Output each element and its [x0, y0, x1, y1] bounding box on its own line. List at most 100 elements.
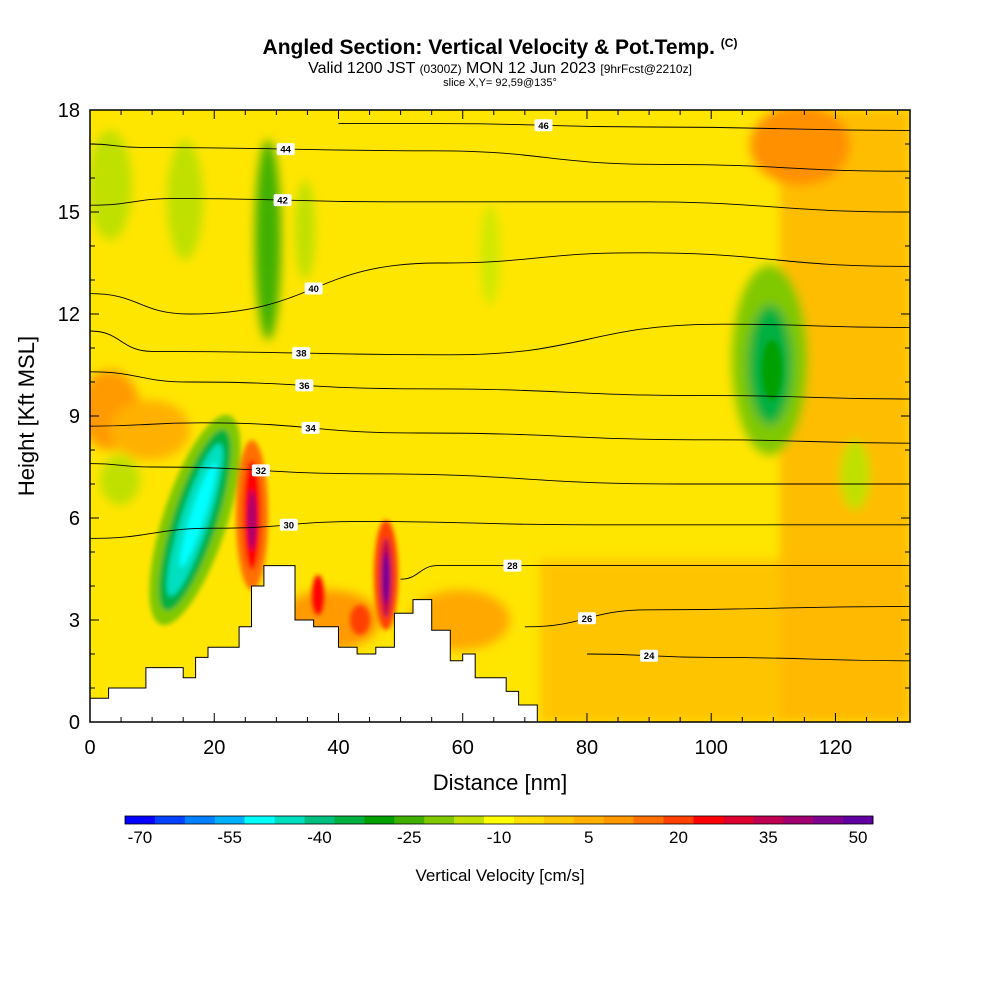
- colorbar-swatch: [513, 816, 545, 824]
- x-tick-label: 40: [327, 737, 349, 759]
- theta-contours: 24 26 28 30 32 34 36 38 40 42 44 46: [90, 119, 910, 662]
- colorbar-swatch: [543, 816, 575, 824]
- contour-label-bg: [301, 421, 320, 434]
- contour-label: 42: [277, 196, 288, 207]
- x-axis-label: Distance [nm]: [433, 770, 568, 795]
- colorbar-swatch: [334, 816, 365, 824]
- colorbar-swatch: [154, 816, 186, 824]
- valid-date: MON 12 Jun 2023: [466, 60, 596, 77]
- chart-title: Angled Section: Vertical Velocity & Pot.…: [0, 36, 1000, 60]
- contour-label-bg: [640, 649, 659, 662]
- theta-contour-46: [338, 123, 910, 131]
- x-tick-label: 0: [84, 737, 95, 759]
- colorbar-swatch: [633, 816, 664, 824]
- theta-contour-38: [90, 323, 910, 356]
- valid-prefix: Valid 1200 JST: [308, 60, 416, 77]
- colorbar-swatch: [573, 816, 605, 824]
- colorbar-swatch: [603, 816, 635, 824]
- y-tick-label: 15: [58, 202, 80, 224]
- title-units: (C): [720, 36, 738, 50]
- colorbar: -70 -55 -40 -25 -10 5 20 35 50: [124, 815, 874, 847]
- colorbar-swatch: [723, 816, 754, 824]
- colorbar-swatch: [244, 816, 275, 824]
- theta-contour-40: [90, 252, 910, 315]
- colorbar-swatch: [304, 816, 335, 824]
- colorbar-swatch: [843, 816, 874, 824]
- slice-info: slice X,Y= 92,59@135°: [443, 77, 557, 89]
- velocity-field: [90, 110, 910, 722]
- theta-contour-32: [90, 463, 910, 485]
- contour-label-bg: [251, 464, 270, 477]
- colorbar-tick-label: -25: [397, 828, 422, 847]
- colorbar-tick-label: -70: [128, 828, 153, 847]
- contour-label: 24: [644, 651, 655, 662]
- theta-contour-24: [586, 653, 910, 662]
- x-tick-label: 100: [695, 737, 728, 759]
- y-tick-label: 9: [69, 406, 80, 428]
- contour-label: 46: [538, 121, 549, 132]
- colorbar-swatch: [184, 816, 216, 824]
- y-tick-label: 18: [58, 100, 80, 122]
- contour-label-bg: [292, 347, 311, 360]
- x-tick-label: 120: [819, 737, 852, 759]
- contour-label: 28: [507, 561, 518, 572]
- contour-label: 32: [256, 466, 267, 477]
- theta-contour-30: [90, 520, 910, 539]
- y-axis-label: Height [Kft MSL]: [14, 336, 39, 496]
- colorbar-swatch: [125, 816, 156, 824]
- terrain-mask: [89, 565, 538, 723]
- contour-label-bg: [276, 143, 295, 156]
- contour-label: 36: [299, 381, 310, 392]
- colorbar-tick-label: -40: [307, 828, 332, 847]
- theta-contour-36: [90, 371, 910, 400]
- y-tick-label: 6: [69, 508, 80, 530]
- contour-label-bg: [534, 119, 553, 132]
- colorbar-tick-label: 5: [584, 828, 593, 847]
- colorbar-swatch: [424, 816, 455, 824]
- theta-contour-34: [90, 422, 910, 444]
- x-tick-label: 60: [452, 737, 474, 759]
- colorbar-tick-label: 35: [759, 828, 778, 847]
- colorbar-frame: [124, 815, 874, 825]
- contour-label: 40: [308, 284, 319, 295]
- x-tick-label: 20: [203, 737, 225, 759]
- y-tick-label: 0: [69, 712, 80, 734]
- colorbar-swatch: [663, 816, 694, 824]
- x-tick-label: 80: [576, 737, 598, 759]
- colorbar-tick-label: -10: [487, 828, 512, 847]
- colorbar-swatch: [484, 816, 515, 824]
- chart-subtitle: Valid 1200 JST (0300Z) MON 12 Jun 2023 […: [0, 60, 1000, 78]
- title-main: Angled Section: Vertical Velocity & Pot.…: [262, 36, 715, 59]
- colorbar-swatch: [274, 816, 305, 824]
- theta-contour-42: [90, 197, 910, 213]
- x-axis: 0 20 40 60 80 100 120: [84, 110, 899, 759]
- contour-label-bg: [577, 612, 596, 625]
- colorbar-swatch: [783, 816, 814, 824]
- contour-label: 30: [283, 520, 294, 531]
- contour-label-bg: [279, 518, 298, 531]
- valid-fcst: [9hrFcst@2210z]: [600, 62, 692, 76]
- contour-label: 38: [296, 349, 307, 360]
- colorbar-tick-label: -55: [217, 828, 242, 847]
- contour-label: 34: [305, 423, 316, 434]
- colorbar-swatch: [753, 816, 784, 824]
- colorbar-tick-label: 20: [669, 828, 688, 847]
- colorbar-swatch: [394, 816, 425, 824]
- theta-contour-44: [90, 143, 910, 172]
- contour-label: 44: [280, 145, 291, 156]
- y-axis: 0 36 9 12 15 18: [58, 100, 910, 734]
- theta-contour-26: [524, 605, 910, 628]
- colorbar-tick-label: 50: [849, 828, 868, 847]
- contour-label-bg: [295, 379, 314, 392]
- y-tick-label: 12: [58, 304, 80, 326]
- contour-label-bg: [503, 559, 522, 572]
- contour-label: 26: [582, 614, 593, 625]
- colorbar-swatch: [454, 816, 485, 824]
- colorbar-label: Vertical Velocity [cm/s]: [415, 866, 584, 885]
- contour-label-bg: [304, 282, 323, 295]
- colorbar-swatch: [813, 816, 844, 824]
- contour-label-bg: [273, 194, 292, 207]
- colorbar-swatch: [214, 816, 246, 824]
- colorbar-swatch: [364, 816, 395, 824]
